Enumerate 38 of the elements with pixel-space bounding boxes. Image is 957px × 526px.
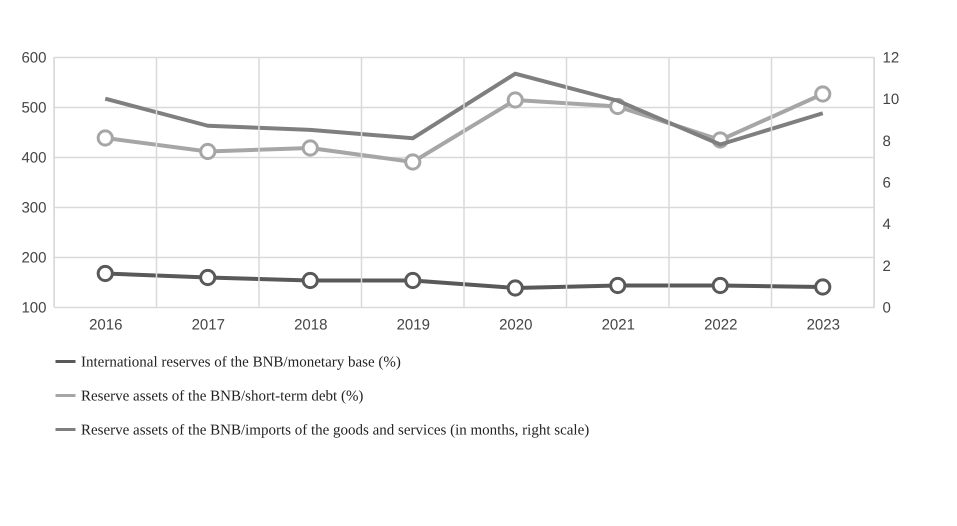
- y-tick-label: 300: [21, 200, 46, 216]
- x-tick-label: 2020: [499, 316, 532, 334]
- y2-tick-label: 2: [882, 258, 891, 275]
- x-tick-label: 2022: [704, 316, 738, 334]
- y2-tick-label: 12: [882, 50, 900, 66]
- y2-tick-label: 4: [882, 216, 891, 234]
- point: [404, 272, 422, 290]
- y2-tick-label: 0: [882, 300, 891, 316]
- y-tick-label: 600: [21, 50, 46, 66]
- y-tick-label: 400: [21, 150, 46, 166]
- point: [814, 278, 832, 296]
- legend-label: Reserve assets of the BNB/short-term debt (%): [81, 388, 364, 404]
- point: [814, 85, 832, 103]
- point: [712, 276, 729, 294]
- y-tick-label: 200: [21, 250, 46, 266]
- x-tick-label: 2016: [89, 316, 122, 334]
- point: [506, 279, 524, 297]
- point: [506, 91, 524, 109]
- x-tick-label: 2023: [806, 316, 840, 334]
- y2-tick-label: 10: [882, 91, 900, 108]
- x-tick-label: 2017: [192, 316, 225, 334]
- point: [199, 142, 216, 160]
- x-tick-label: 2021: [602, 316, 635, 334]
- y-tick-label: 500: [21, 100, 46, 116]
- point: [302, 272, 319, 290]
- y-tick-label: 100: [21, 300, 46, 316]
- point: [199, 268, 216, 286]
- legend-label: International reserves of the BNB/monetary base (%): [81, 354, 401, 370]
- y2-tick-label: 6: [882, 174, 891, 192]
- point: [302, 139, 319, 157]
- point: [96, 129, 114, 147]
- x-tick-label: 2018: [294, 316, 328, 334]
- point: [96, 264, 114, 282]
- y2-tick-label: 8: [882, 132, 891, 150]
- legend-label: Reserve assets of the BNB/imports of the goods and services (in months, right scale): [81, 422, 590, 438]
- x-tick-label: 2019: [396, 316, 430, 334]
- point: [404, 153, 422, 171]
- point: [609, 276, 626, 294]
